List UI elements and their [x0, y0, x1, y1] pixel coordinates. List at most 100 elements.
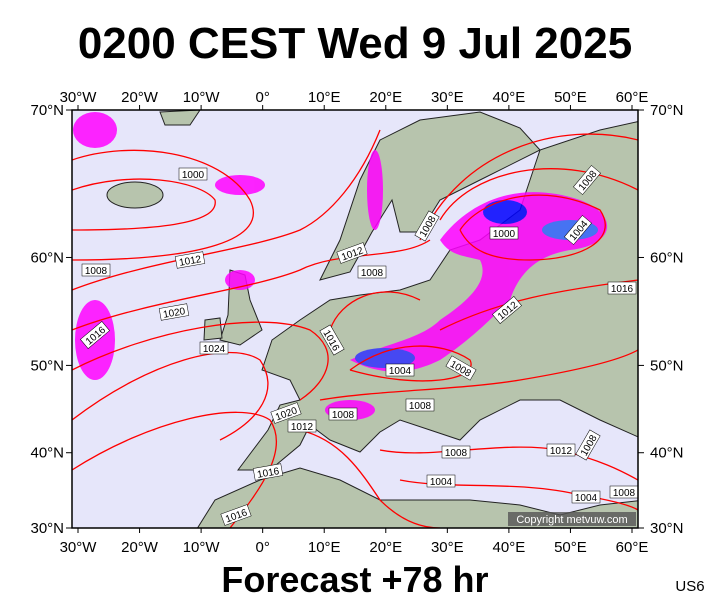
lat-label-left: 60°N: [30, 249, 64, 266]
isobar-label-text: 1008: [85, 266, 108, 277]
rain-patch: [215, 175, 265, 195]
isobar: [72, 149, 254, 261]
isobar-label-text: 1008: [409, 401, 432, 412]
isobar-label-box: [385, 363, 415, 377]
lon-label-top: 10°E: [308, 89, 341, 106]
copyright: Copyright metvuw.com: [516, 514, 627, 526]
isobar: [329, 291, 421, 331]
isobar-label-text: 1004: [575, 493, 598, 504]
isobar: [72, 411, 278, 528]
isobar-label: 1000: [178, 167, 208, 181]
lat-label-left: 50°N: [30, 357, 64, 374]
isobar: [419, 133, 638, 241]
isobar-label: 1012: [174, 251, 206, 269]
title: 0200 CEST Wed 9 Jul 2025: [78, 19, 632, 68]
isobar-label-text: 1004: [430, 477, 453, 488]
lon-label-bottom: 20°W: [121, 539, 159, 556]
lat-label-left: 40°N: [30, 445, 64, 462]
lat-label-right: 60°N: [650, 249, 684, 266]
lon-label-top: 0°: [255, 89, 269, 106]
lon-label-bottom: 0°: [255, 539, 269, 556]
lat-label-right: 30°N: [650, 520, 684, 537]
isobar-label-box: [178, 167, 208, 181]
rain-core: [355, 348, 415, 368]
isobar-label: 1008: [441, 445, 471, 459]
isobar-label-text: 1008: [361, 268, 384, 279]
isobar-label: 1000: [489, 226, 519, 240]
isobar-label-text: 1000: [493, 229, 516, 240]
copyright-box: [508, 512, 636, 526]
lon-label-top: 10°W: [183, 89, 221, 106]
isobar-label-text: 1012: [291, 422, 314, 433]
isobar-label-box: [426, 474, 456, 488]
isobar-label-text: 1008: [332, 410, 355, 421]
isobar-label-text: 1020: [162, 306, 186, 321]
isobar-label-text: 1016: [611, 284, 634, 295]
isobar-label-box: [405, 398, 435, 412]
rain-patch: [367, 150, 383, 230]
lon-label-bottom: 30°W: [60, 539, 98, 556]
isobar-label: 1020: [158, 303, 190, 321]
lon-label-bottom: 10°W: [183, 539, 221, 556]
isobar-label-box: [174, 251, 206, 269]
lon-label-top: 50°E: [554, 89, 587, 106]
isobar-label-box: [319, 324, 345, 356]
isobar-label-box: [564, 215, 592, 245]
isobar-label: 1004: [571, 490, 601, 504]
lon-label-top: 20°W: [121, 89, 159, 106]
isobar: [299, 429, 441, 528]
lat-label-right: 70°N: [650, 102, 684, 119]
isobar-label-box: [573, 165, 601, 195]
rain-patch: [73, 112, 117, 148]
isobar-label-text: 1008: [613, 488, 636, 499]
lat-label-right: 50°N: [650, 357, 684, 374]
land-ireland: [203, 317, 223, 341]
map-frame: [71, 109, 639, 529]
isobar-label-box: [546, 443, 576, 457]
isobar-label-box: [575, 429, 601, 461]
axis-ticks: 30°W 30°W 20°W 20°W 10°W 10°W 0° 0° 10°E 10°E 20°E…: [30, 89, 683, 556]
lon-label-bottom: 10°E: [308, 539, 341, 556]
isobar: [319, 349, 638, 401]
isobar: [72, 129, 381, 291]
isobar-label: 1024: [199, 341, 229, 355]
isobar-label-box: [199, 341, 229, 355]
isobar: [349, 345, 472, 382]
land-iceland: [106, 181, 164, 209]
isobar-label-text: 1008: [445, 448, 468, 459]
isobar-label: 1008: [609, 485, 638, 499]
isobar-label-box: [270, 402, 302, 424]
lon-label-bottom: 30°E: [431, 539, 464, 556]
isobar-label-box: [158, 303, 190, 321]
isobar-label-text: 1012: [178, 254, 202, 269]
map-area: 1000 1008 1008 1000 1004 1012 1008 1008 1012 1016…: [30, 89, 683, 556]
isobar-label: 1012: [287, 419, 317, 433]
isobar-label-text: 1016: [256, 466, 280, 481]
lon-label-top: 30°W: [60, 89, 98, 106]
isobar: [72, 178, 216, 231]
isobar-label: 1004: [426, 474, 456, 488]
lon-label-bottom: 20°E: [369, 539, 402, 556]
lat-label-left: 30°N: [30, 520, 64, 537]
isobar-label: 1008: [405, 398, 435, 412]
lat-label-right: 40°N: [650, 445, 684, 462]
isobar-label: 1008: [328, 407, 358, 421]
lon-label-bottom: 40°E: [493, 539, 526, 556]
isobar-label-text: 1000: [182, 170, 205, 181]
lon-label-top: 60°E: [616, 89, 649, 106]
isobar-label-text: 1004: [389, 366, 412, 377]
isobar-label-box: [220, 504, 252, 526]
isobar-label-box: [336, 242, 368, 264]
isobar-label: 1008: [81, 263, 111, 277]
isobar-label-box: [287, 419, 317, 433]
isobar: [439, 168, 638, 221]
lon-label-top: 40°E: [493, 89, 526, 106]
isobar-label: 1012: [546, 443, 576, 457]
lon-label-bottom: 60°E: [616, 539, 649, 556]
forecast-label: Forecast +78 hr: [221, 559, 488, 600]
isobar-label: 1008: [357, 265, 387, 279]
lon-label-top: 20°E: [369, 89, 402, 106]
isobar-label: 1016: [607, 281, 637, 295]
rain-core: [483, 200, 527, 224]
